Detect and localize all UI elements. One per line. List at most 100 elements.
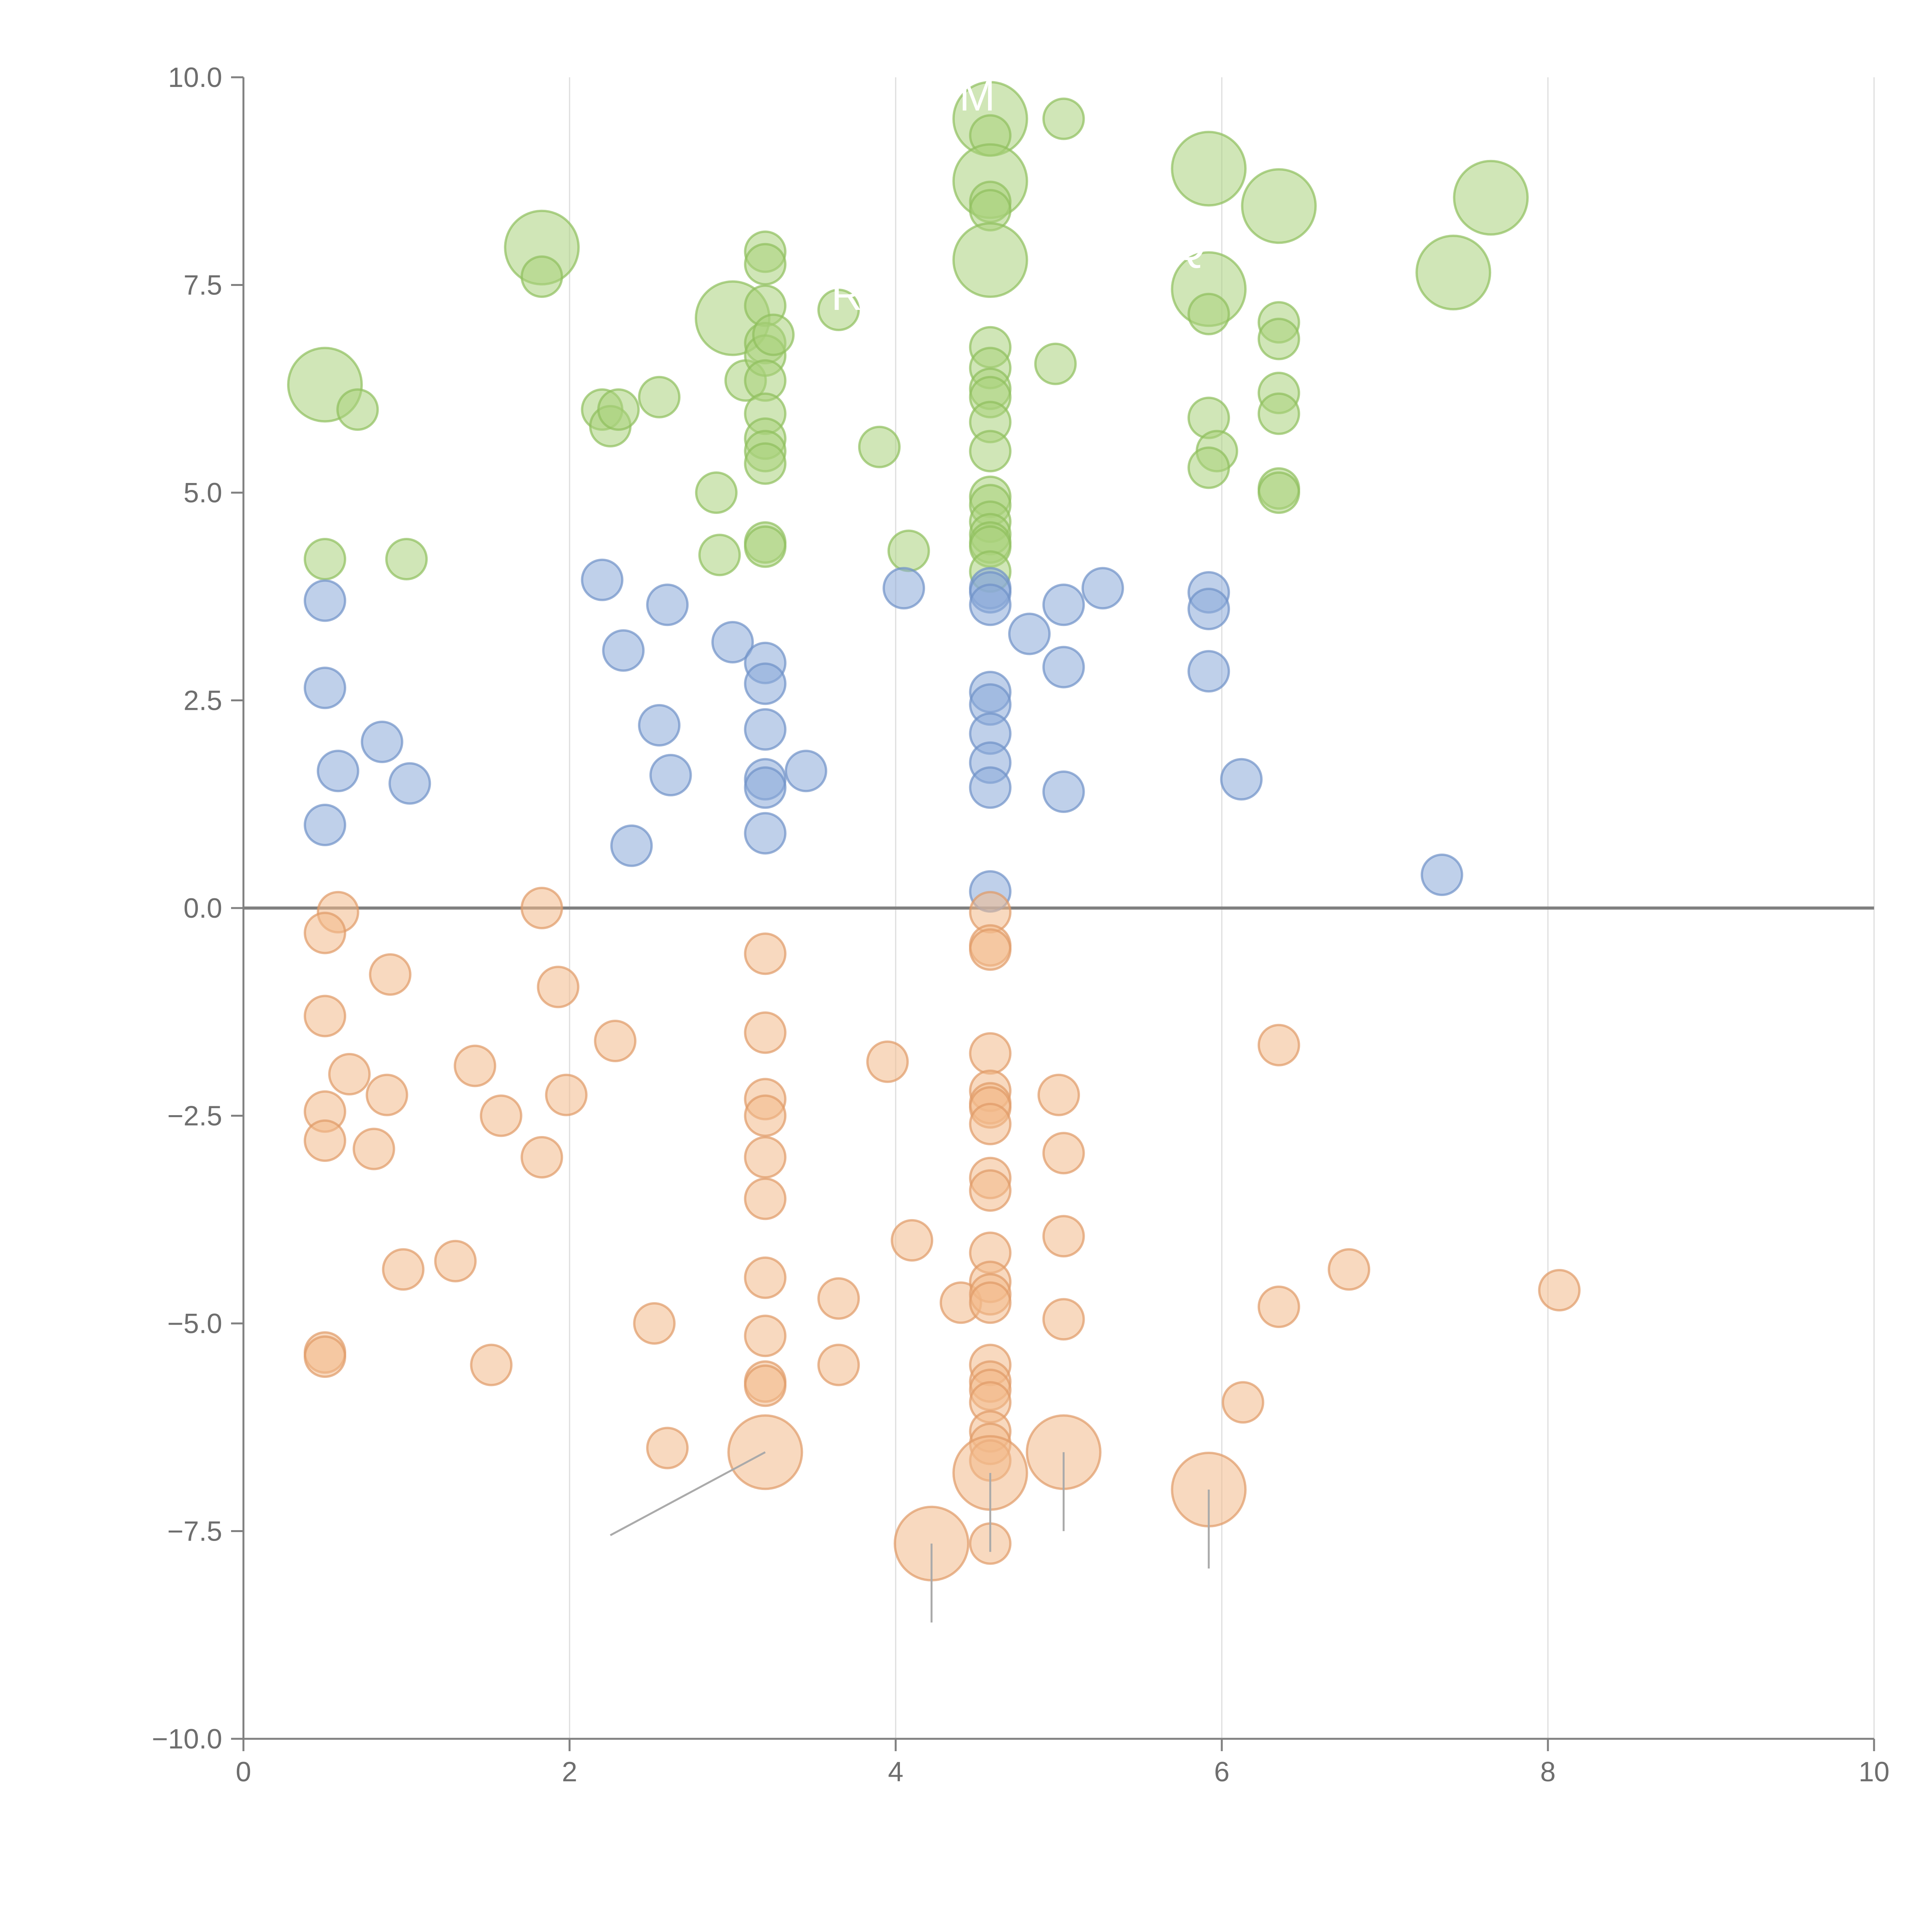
y-tick-label-7: −7.5 (167, 1516, 222, 1547)
point-series2-12 (434, 1240, 477, 1282)
point-series2-47 (969, 1103, 1012, 1145)
point-series2-32 (744, 1364, 787, 1407)
leader-line-0 (610, 1451, 766, 1536)
point-series2-7 (366, 1073, 408, 1116)
point-series1-6 (581, 558, 624, 601)
point-series2-2 (304, 995, 346, 1037)
annotations: M R Q W (610, 71, 1210, 1622)
point-series2-20 (594, 1020, 637, 1062)
point-series1-38 (1220, 758, 1263, 801)
point-series0-2 (304, 538, 346, 580)
point-series0-26 (744, 525, 787, 568)
point-series2-71 (1257, 1286, 1300, 1328)
point-series1-3 (361, 721, 403, 763)
point-series0-50 (1042, 97, 1085, 140)
point-series0-9 (638, 376, 681, 418)
point-series2-37 (891, 1219, 934, 1262)
point-series2-29 (744, 1256, 787, 1299)
y-tick-label-3: 2.5 (184, 685, 222, 716)
point-series0-24 (744, 442, 787, 485)
point-series1-5 (304, 804, 346, 846)
point-series1-15 (744, 708, 787, 751)
point-series2-22 (646, 1427, 689, 1469)
point-series0-64 (1415, 235, 1492, 311)
point-series2-14 (470, 1344, 513, 1386)
point-series0-8 (597, 388, 640, 431)
point-series2-26 (744, 1094, 787, 1137)
point-series1-18 (744, 812, 787, 855)
point-series1-39 (1420, 854, 1463, 896)
point-series2-15 (480, 1094, 522, 1137)
point-series1-34 (1081, 567, 1124, 610)
point-series0-61 (1257, 392, 1300, 435)
point-series0-3 (385, 538, 428, 580)
x-tick-label-5: 10 (1859, 1757, 1889, 1787)
point-series1-23 (969, 583, 1012, 626)
point-series2-5 (304, 1119, 346, 1162)
point-series2-43 (969, 1032, 1012, 1075)
point-series1-31 (1042, 583, 1085, 626)
point-series1-7 (602, 629, 645, 672)
point-series2-11 (304, 1335, 346, 1378)
point-series2-69 (1221, 1381, 1264, 1424)
annotation-label-1: R (831, 271, 862, 319)
y-tick-label-1: 7.5 (184, 270, 222, 301)
y-tick-label-4: 0.0 (184, 893, 222, 924)
point-series0-19 (752, 313, 795, 356)
point-series1-28 (969, 766, 1012, 809)
point-series2-21 (633, 1302, 676, 1345)
y-tick-label-2: 5.0 (184, 478, 222, 509)
point-series0-1 (336, 388, 379, 431)
point-series2-13 (454, 1044, 497, 1087)
point-series2-28 (744, 1177, 787, 1220)
point-series1-33 (1042, 770, 1085, 813)
point-series2-1 (304, 912, 346, 954)
point-series2-3 (328, 1053, 371, 1095)
x-tick-label-0: 0 (236, 1757, 251, 1787)
point-series0-53 (1187, 293, 1230, 335)
x-tick-label-4: 8 (1540, 1757, 1556, 1787)
point-series0-63 (1257, 471, 1300, 514)
point-series2-35 (817, 1344, 860, 1386)
point-series0-11 (698, 534, 741, 577)
point-series0-5 (520, 255, 563, 298)
point-series1-0 (304, 579, 346, 622)
x-tick-label-3: 6 (1214, 1757, 1230, 1787)
y-tick-label-0: 10.0 (168, 62, 222, 93)
point-series2-34 (817, 1277, 860, 1320)
x-tick-label-1: 2 (562, 1757, 577, 1787)
point-series1-1 (304, 667, 346, 709)
point-series0-28 (858, 425, 901, 468)
point-series2-65 (1042, 1215, 1085, 1258)
point-series2-63 (1037, 1073, 1080, 1116)
point-series2-9 (382, 1248, 425, 1291)
point-series1-17 (744, 766, 787, 809)
annotation-label-2: Q (1172, 221, 1206, 269)
x-axis-ticks: 0 2 4 6 8 10 (236, 1739, 1889, 1787)
point-series2-24 (744, 1011, 787, 1054)
point-series2-36 (866, 1040, 909, 1083)
point-series0-59 (1257, 318, 1300, 361)
point-series2-42 (969, 928, 1012, 971)
y-tick-label-5: −2.5 (167, 1101, 222, 1132)
point-series0-10 (695, 471, 738, 514)
point-series1-20 (883, 567, 925, 610)
point-series2-53 (969, 1281, 1012, 1324)
point-series2-6 (352, 1128, 395, 1170)
point-series0-29 (887, 529, 930, 572)
point-series1-14 (744, 662, 787, 705)
point-series1-10 (646, 583, 689, 626)
y-axis-ticks: 10.0 7.5 5.0 2.5 0.0 −2.5 −5.0 −7.5 −10.0 (152, 62, 243, 1755)
x-tick-label-2: 4 (888, 1757, 903, 1787)
point-series2-19 (545, 1073, 588, 1116)
point-series0-41 (969, 430, 1012, 473)
point-series1-8 (610, 824, 653, 867)
point-series2-70 (1257, 1024, 1300, 1066)
y-tick-label-6: −5.0 (167, 1308, 222, 1339)
point-series2-73 (1538, 1269, 1581, 1311)
point-series1-12 (711, 621, 754, 663)
point-series2-8 (369, 953, 412, 996)
point-series1-9 (638, 704, 681, 747)
point-series1-11 (649, 754, 692, 796)
annotation-label-0: M (959, 71, 995, 120)
